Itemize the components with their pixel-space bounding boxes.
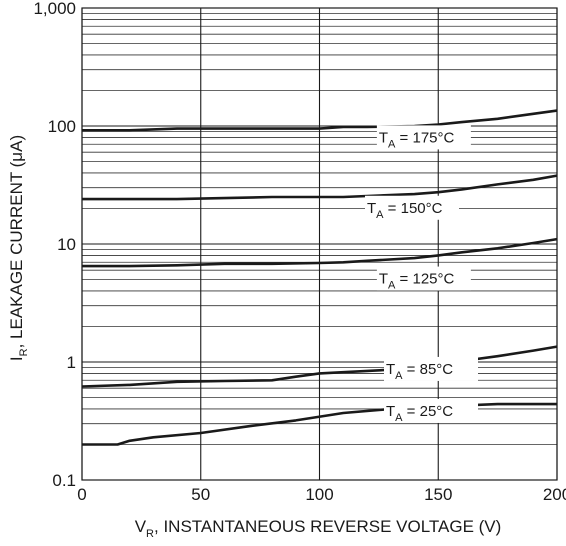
series-labels: TA = 175°C TA = 150°C TA = 125°C TA = 85°C T… [365,125,478,424]
y-tick-label: 0.1 [52,471,76,490]
series-label-text: TA = 150°C [367,200,443,221]
series-label-background [384,356,478,381]
series-line-1 [82,109,558,132]
series-line-2 [82,174,558,201]
series-label-background [384,398,478,423]
x-axis-title: VR, INSTANTANEOUS REVERSE VOLTAGE (V) [135,517,502,540]
y-tick-label: 10 [57,235,76,254]
series-label-3: TA = 125°C [376,266,471,292]
tick-labels: 0.1 1 10 100 1,000 0 50 100 150 200 [33,0,566,504]
series-label-5: TA = 25°C [384,398,478,424]
x-tick-label: 50 [191,485,210,504]
series-label-2: TA = 150°C [365,195,459,221]
y-axis-title: IR, LEAKAGE CURRENT (μA) [7,135,30,361]
y-tick-label: 1,000 [33,0,76,18]
x-tick-label: 0 [77,485,86,504]
series-line-4 [81,345,558,388]
series-line-3 [82,237,558,268]
series-label-background [376,266,471,291]
series-label-text: TA = 175°C [379,129,455,150]
series-label-text: TA = 25°C [386,403,453,424]
series-label-background [365,195,459,220]
series-label-text: TA = 85°C [386,361,453,382]
x-tick-label: 200 [543,485,566,504]
x-tick-label: 150 [424,485,452,504]
series-label-text: TA = 125°C [379,271,455,292]
x-tick-label: 100 [305,485,333,504]
series-lines [81,109,558,446]
y-tick-label: 1 [67,353,76,372]
y-tick-label: 100 [48,117,76,136]
series-label-1: TA = 175°C [376,125,471,150]
series-label-background [376,125,471,150]
plot-frame [81,7,558,481]
series-label-4: TA = 85°C [384,356,478,382]
